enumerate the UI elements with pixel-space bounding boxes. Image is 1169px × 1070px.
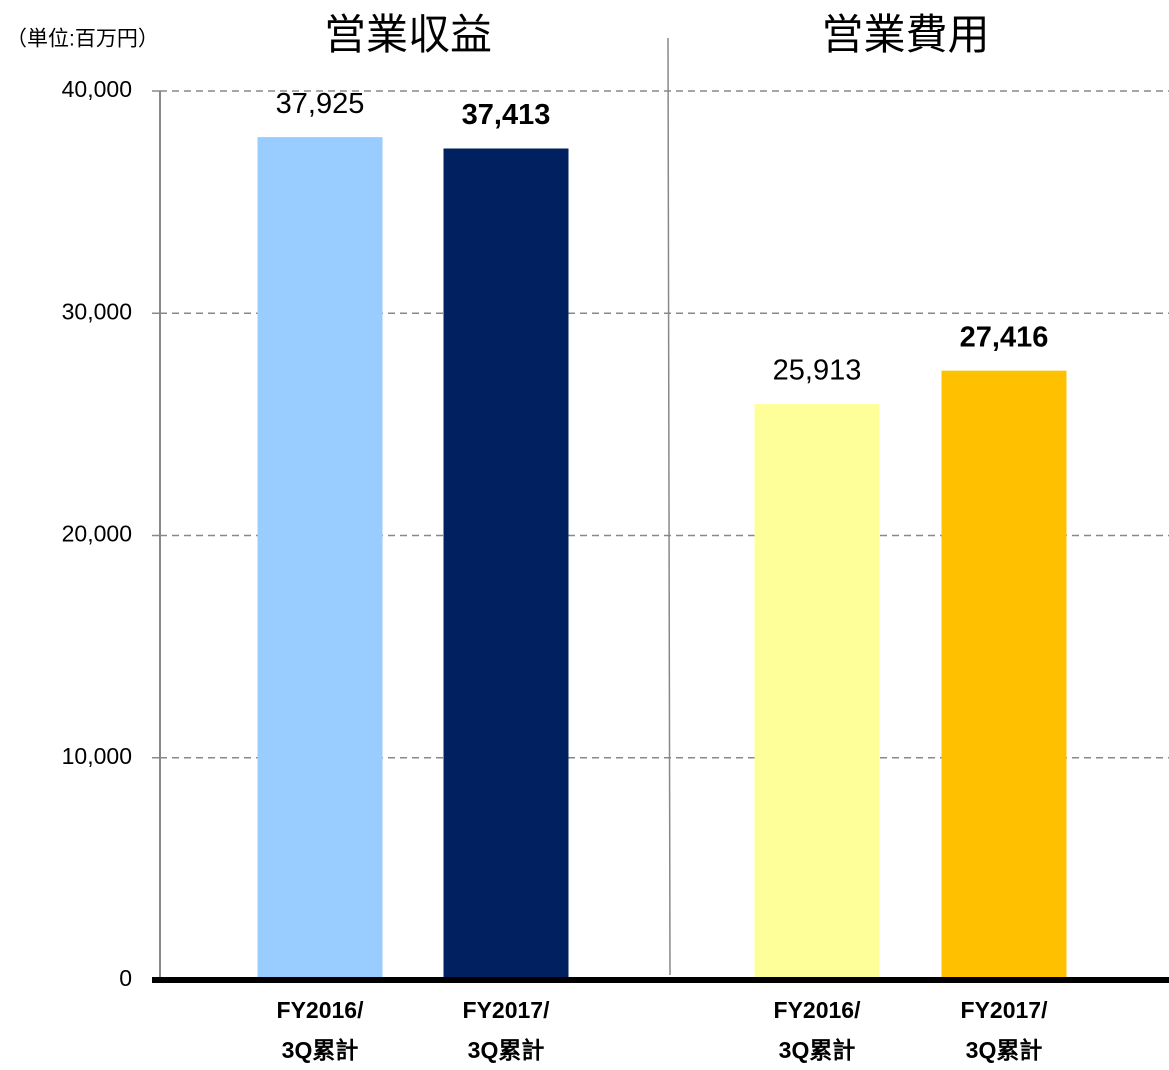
x-tick-label: FY2016/ 3Q累計 (773, 997, 861, 1063)
bar (257, 137, 383, 980)
bar (941, 370, 1067, 980)
value-label: 27,416 (960, 321, 1049, 353)
value-label: 37,413 (462, 99, 551, 131)
unit-label: （単位:百万円） (6, 28, 159, 51)
x-tick-label: FY2017/ 3Q累計 (960, 997, 1048, 1063)
x-tick-label: FY2016/ 3Q累計 (276, 997, 364, 1063)
group-title: 営業費用 (821, 11, 989, 58)
y-tick-label: 40,000 (62, 76, 132, 102)
y-tick-label: 10,000 (62, 743, 132, 769)
bar (443, 148, 569, 980)
y-tick-label: 30,000 (62, 298, 132, 324)
value-label: 25,913 (773, 355, 862, 387)
value-label: 37,925 (276, 88, 365, 120)
y-tick-label: 20,000 (62, 521, 132, 547)
bar (754, 404, 880, 980)
y-tick-label: 0 (119, 965, 132, 991)
group-divider (667, 37, 671, 976)
group-title: 営業収益 (324, 11, 492, 58)
x-tick-label: FY2017/ 3Q累計 (462, 997, 550, 1063)
